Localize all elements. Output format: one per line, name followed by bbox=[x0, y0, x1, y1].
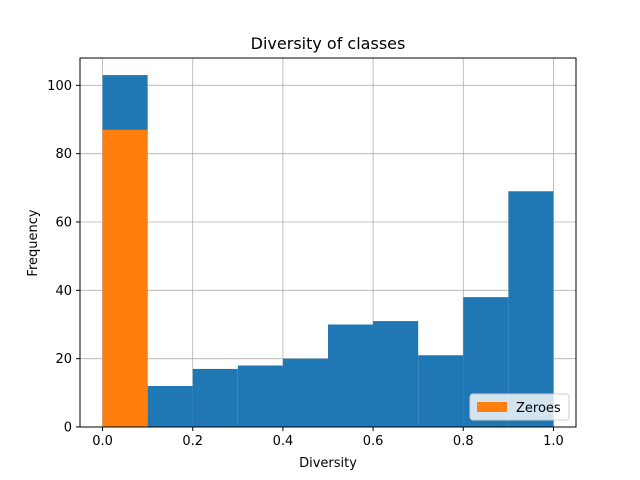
y-tick-label-3: 60 bbox=[55, 216, 72, 231]
legend-box bbox=[469, 393, 570, 421]
bar-series-0-bin-7 bbox=[418, 355, 464, 427]
y-tick-label-4: 80 bbox=[55, 147, 72, 162]
bar-series-0-bin-3 bbox=[237, 365, 283, 427]
bar-series-0-bin-5 bbox=[328, 324, 374, 427]
y-tick-label-5: 100 bbox=[47, 79, 72, 94]
legend-swatch-zeroes bbox=[477, 402, 507, 412]
y-tick-label-1: 20 bbox=[55, 352, 72, 367]
y-tick-label-0: 0 bbox=[64, 421, 72, 436]
bar-series-0-bin-9 bbox=[508, 191, 554, 427]
x-axis-ticks: 0.0 0.2 0.4 0.6 0.8 1.0 bbox=[92, 427, 564, 449]
bar-series-0-bin-6 bbox=[373, 321, 419, 427]
bar-series-0-bin-1 bbox=[147, 386, 193, 427]
x-tick-label-2: 0.4 bbox=[273, 434, 294, 449]
x-tick-label-5: 1.0 bbox=[543, 434, 564, 449]
x-tick-label-3: 0.6 bbox=[363, 434, 384, 449]
x-tick-label-1: 0.2 bbox=[182, 434, 203, 449]
bar-series-0-bin-4 bbox=[282, 358, 328, 427]
x-tick-label-0: 0.0 bbox=[92, 434, 113, 449]
legend-label-zeroes: Zeroes bbox=[516, 401, 561, 416]
chart-title: Diversity of classes bbox=[251, 34, 406, 53]
bar-series-1-bin-0 bbox=[102, 129, 148, 427]
y-tick-label-2: 40 bbox=[55, 284, 72, 299]
plot-frame bbox=[79, 57, 577, 428]
x-axis-label: Diversity bbox=[299, 456, 357, 471]
bars-layer bbox=[102, 75, 554, 427]
y-axis-ticks: 0 20 40 60 80 100 bbox=[47, 79, 80, 436]
legend: Zeroes bbox=[469, 393, 570, 421]
y-axis-label: Frequency bbox=[26, 209, 41, 276]
bar-series-0-bin-2 bbox=[192, 368, 238, 427]
x-tick-label-4: 0.8 bbox=[453, 434, 474, 449]
